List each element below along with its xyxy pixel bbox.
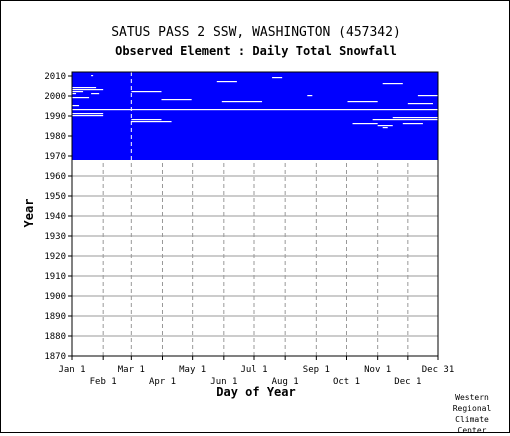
credit-text: Western Regional Climate Center (450, 392, 494, 436)
y-tick-label: 1940 (44, 212, 66, 222)
missing-segment (352, 123, 378, 125)
x-tick-label: May 1 (179, 365, 206, 375)
missing-segment (72, 89, 104, 91)
credit-line: Regional (452, 404, 492, 413)
missing-segment (382, 127, 388, 129)
y-tick-label: 1930 (44, 232, 66, 242)
x-tick-label: Mar 1 (118, 365, 145, 375)
x-tick-label: Feb 1 (90, 377, 117, 387)
chart-subtitle: Observed Element : Daily Total Snowfall (115, 44, 397, 58)
missing-segment (272, 77, 283, 79)
missing-segment (131, 121, 172, 123)
missing-segment (72, 105, 80, 107)
missing-segment (72, 97, 90, 99)
x-tick-label: Apr 1 (149, 377, 176, 387)
missing-segment (72, 91, 84, 93)
missing-segment (382, 83, 403, 85)
y-tick-label: 1870 (44, 352, 66, 362)
missing-segment (131, 119, 162, 121)
missing-segment (307, 95, 313, 97)
x-tick-label: Jan 1 (58, 365, 85, 375)
missing-segment (91, 93, 100, 95)
x-tick-label: Dec 31 (422, 365, 455, 375)
missing-segment (72, 87, 97, 89)
x-tick-label: Oct 1 (333, 377, 360, 387)
x-tick-label: Dec 1 (394, 377, 421, 387)
x-axis-label: Day of Year (216, 385, 296, 399)
data-block (72, 72, 438, 160)
missing-segment (347, 101, 378, 103)
missing-segment (221, 101, 263, 103)
missing-segment (417, 95, 438, 97)
missing-segment (72, 115, 104, 117)
credit-line: Climate (455, 415, 489, 424)
credit-line: Western (455, 393, 489, 402)
missing-segment (161, 99, 192, 101)
missing-segment (131, 91, 162, 93)
y-tick-label: 2010 (44, 72, 66, 82)
plot-border (71, 71, 439, 357)
y-tick-label: 1910 (44, 272, 66, 282)
y-tick-label: 1980 (44, 132, 66, 142)
missing-segment (72, 113, 104, 115)
missing-segment (216, 81, 237, 83)
x-tick-label: Jun 1 (210, 377, 237, 387)
y-tick-label: 2000 (44, 92, 66, 102)
missing-segment (72, 109, 438, 111)
missing-segment (402, 123, 423, 125)
missing-segment (72, 93, 77, 95)
y-tick-label: 1900 (44, 292, 66, 302)
x-tick-label: Sep 1 (303, 365, 330, 375)
y-tick-label: 1960 (44, 172, 66, 182)
missing-segment (91, 75, 94, 77)
y-tick-label: 1920 (44, 252, 66, 262)
credit-line: Center (457, 426, 487, 435)
x-tick-label: Aug 1 (272, 377, 299, 387)
y-tick-label: 1880 (44, 332, 66, 342)
missing-segment (377, 125, 393, 127)
x-tick-label: Nov 1 (364, 365, 391, 375)
missing-segment (392, 117, 438, 119)
y-tick-label: 1950 (44, 192, 66, 202)
y-tick-label: 1890 (44, 312, 66, 322)
missing-segment (407, 103, 433, 105)
x-tick-label: Jul 1 (240, 365, 267, 375)
y-tick-label: 1970 (44, 152, 66, 162)
y-tick-label: 1990 (44, 112, 66, 122)
chart-title: SATUS PASS 2 SSW, WASHINGTON (457342) (111, 25, 401, 40)
missing-segment (372, 119, 438, 121)
